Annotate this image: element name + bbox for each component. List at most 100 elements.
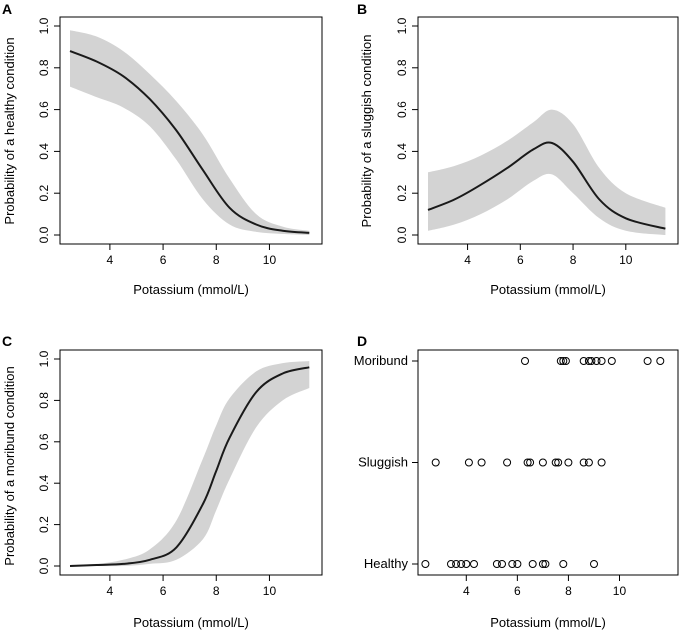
x-tick-label-6: 6: [514, 584, 521, 598]
y-tick-label-0: 0.0: [37, 557, 51, 574]
x-tick-label-4: 4: [107, 253, 114, 267]
point-moribund-0: [521, 357, 529, 365]
y-tick-label-4: 0.8: [37, 59, 51, 76]
panel-a-x-axis-title: Potassium (mmol/L): [133, 282, 249, 297]
x-tick-label-4: 4: [464, 253, 471, 267]
point-healthy-1: [447, 560, 455, 568]
x-tick-label-10: 10: [619, 253, 633, 267]
panel-a-x-axis: 4 6 8 10: [107, 244, 277, 267]
x-tick-label-8: 8: [565, 584, 572, 598]
panel-b: B 4 6 8 10 0.0 0.2 0.4 0.6 0.8 1.0 Potassium (mm…: [357, 1, 679, 297]
panel-c: C 4 6 8 10 0.0 0.2 0.4 0.6 0.8 1.0 Potassium (mm…: [2, 333, 323, 630]
y-tick-label-2: 0.4: [37, 143, 51, 160]
panel-b-x-axis: 4 6 8 10: [464, 244, 633, 267]
y-tick-label-sluggish: Sluggish: [358, 455, 408, 470]
pa-band-area: [70, 30, 310, 236]
x-tick-label-10: 10: [613, 584, 627, 598]
point-sluggish-5: [526, 458, 535, 467]
point-sluggish-9: [564, 458, 573, 467]
point-moribund-8: [597, 357, 606, 365]
point-healthy-12: [541, 560, 550, 568]
point-moribund-11: [656, 357, 665, 365]
y-tick-label-2: 0.4: [395, 143, 409, 160]
x-tick-label-8: 8: [570, 253, 577, 267]
y-tick-label-4: 0.8: [37, 392, 51, 409]
panel-c-x-axis: 4 6 8 10: [107, 575, 277, 598]
point-sluggish-3: [503, 458, 512, 467]
panel-c-x-axis-title: Potassium (mmol/L): [133, 615, 249, 630]
point-healthy-10: [528, 560, 537, 568]
x-tick-label-4: 4: [107, 584, 114, 598]
y-tick-label-4: 0.8: [395, 59, 409, 76]
y-tick-label-3: 0.6: [37, 101, 51, 118]
panel-d-x-axis: 4 6 8 10: [463, 575, 627, 598]
x-tick-label-10: 10: [263, 584, 277, 598]
y-tick-label-0: 0.0: [395, 226, 409, 243]
point-sluggish-6: [538, 458, 547, 467]
panel-b-y-axis-title: Probability of a sluggish condition: [359, 35, 374, 228]
point-sluggish-8: [554, 458, 563, 467]
pa-estimate-line: [69, 50, 310, 234]
panel-b-letter: B: [357, 1, 367, 17]
panel-a: A 4 6 8 10 0.0 0.2 0.4 0.6 0.8 1.0 Potassium (mm…: [2, 1, 323, 297]
point-moribund-4: [579, 357, 588, 365]
panel-d-letter: D: [357, 333, 367, 349]
panel-a-curve: [69, 50, 310, 234]
panel-c-letter: C: [2, 333, 12, 349]
x-tick-label-4: 4: [463, 584, 470, 598]
pb-estimate-line: [427, 141, 666, 230]
x-tick-label-8: 8: [213, 584, 220, 598]
panel-d-x-axis-title: Potassium (mmol/L): [490, 615, 606, 630]
point-healthy-9: [513, 560, 522, 568]
point-healthy-7: [498, 560, 506, 568]
panel-d: D 4 6 8 10 Healthy Sluggish Moribund Potassiu…: [354, 333, 679, 630]
y-tick-label-1: 0.2: [37, 185, 51, 202]
point-sluggish-0: [431, 458, 440, 467]
y-tick-label-3: 0.6: [37, 433, 51, 450]
panel-a-letter: A: [2, 1, 12, 17]
point-sluggish-12: [597, 458, 606, 467]
point-moribund-10: [643, 357, 652, 365]
point-moribund-2: [559, 357, 568, 365]
panel-c-confidence-band: [70, 361, 310, 567]
point-sluggish-4: [523, 458, 532, 467]
panel-c-curve: [69, 366, 310, 567]
pc-estimate-line: [69, 366, 310, 567]
panel-a-confidence-band: [70, 30, 310, 236]
y-tick-label-0: 0.0: [37, 226, 51, 243]
panel-a-y-axis: 0.0 0.2 0.4 0.6 0.8 1.0: [37, 17, 60, 243]
point-healthy-2: [452, 560, 461, 568]
panel-b-y-axis: 0.0 0.2 0.4 0.6 0.8 1.0: [395, 17, 418, 243]
point-moribund-5: [584, 357, 593, 365]
panel-b-confidence-band: [428, 109, 666, 235]
point-sluggish-2: [477, 458, 486, 467]
point-healthy-4: [462, 560, 471, 568]
point-sluggish-11: [584, 458, 593, 467]
panel-d-points: [421, 357, 665, 568]
pb-band-area: [428, 109, 666, 235]
y-tick-label-3: 0.6: [395, 101, 409, 118]
point-moribund-1: [556, 357, 565, 365]
y-tick-label-healthy: Healthy: [364, 556, 409, 571]
point-moribund-7: [592, 357, 601, 365]
panel-c-y-axis: 0.0 0.2 0.4 0.6 0.8 1.0: [37, 350, 60, 574]
point-healthy-0: [421, 560, 430, 568]
x-tick-label-10: 10: [263, 253, 277, 267]
y-tick-label-5: 1.0: [37, 17, 51, 34]
y-tick-label-2: 0.4: [37, 475, 51, 492]
point-moribund-3: [561, 357, 570, 365]
y-tick-label-moribund: Moribund: [354, 353, 408, 368]
y-tick-label-1: 0.2: [37, 516, 51, 533]
point-healthy-6: [492, 560, 501, 568]
y-tick-label-5: 1.0: [37, 350, 51, 367]
point-sluggish-10: [579, 458, 588, 467]
panel-a-plot-box: [59, 16, 323, 245]
point-healthy-11: [538, 560, 547, 568]
point-moribund-6: [587, 357, 596, 365]
panel-c-y-axis-title: Probability of a moribund condition: [2, 366, 17, 565]
panel-b-curve: [427, 141, 666, 230]
point-healthy-8: [508, 560, 517, 568]
panel-c-plot-box: [59, 349, 323, 576]
point-moribund-9: [607, 357, 616, 365]
